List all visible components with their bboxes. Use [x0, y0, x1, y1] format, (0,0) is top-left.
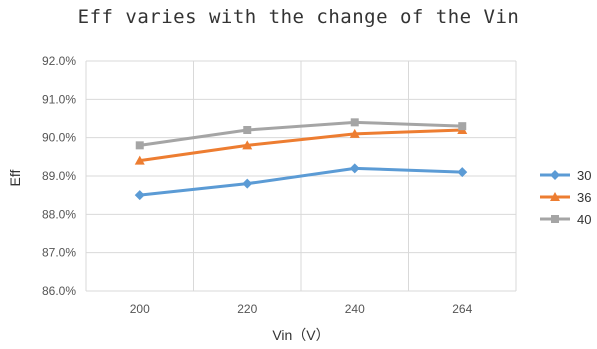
data-point-36	[134, 155, 145, 165]
chart-title: Eff varies with the change of the Vin	[77, 6, 520, 28]
data-point-30	[457, 167, 468, 178]
legend-marker-36	[550, 192, 560, 201]
x-tick-label: 240	[345, 302, 365, 316]
y-tick-label: 90.0%	[42, 131, 76, 145]
data-point-30	[349, 163, 360, 174]
data-point-40	[243, 126, 252, 134]
y-tick-label: 86.0%	[42, 284, 76, 298]
data-point-36	[349, 128, 360, 138]
legend-label-36: 36	[577, 190, 591, 205]
y-tick-label: 88.0%	[42, 207, 76, 221]
series-line-40	[138, 120, 464, 147]
legend-label-30: 30	[577, 168, 591, 183]
series-line-36	[138, 128, 464, 163]
legend-label-40: 40	[577, 212, 591, 227]
data-point-30	[134, 190, 145, 201]
legend-marker-40	[551, 215, 559, 223]
y-axis-label: Eff	[7, 169, 23, 186]
x-axis-label: Vin（V）	[272, 327, 329, 343]
x-tick-label: 200	[130, 302, 150, 316]
data-point-40	[135, 141, 144, 150]
y-tick-label: 91.0%	[42, 92, 76, 106]
data-point-40	[458, 122, 467, 131]
y-tick-label: 89.0%	[42, 169, 76, 183]
x-tick-label: 220	[237, 302, 257, 316]
series-line-30	[138, 166, 464, 197]
y-tick-label: 92.0%	[42, 54, 76, 68]
x-tick-label: 264	[452, 302, 472, 316]
data-point-30	[242, 178, 253, 189]
data-point-36	[242, 140, 253, 150]
legend-marker-30	[550, 170, 560, 180]
data-point-40	[350, 118, 359, 127]
y-tick-label: 87.0%	[42, 246, 76, 260]
